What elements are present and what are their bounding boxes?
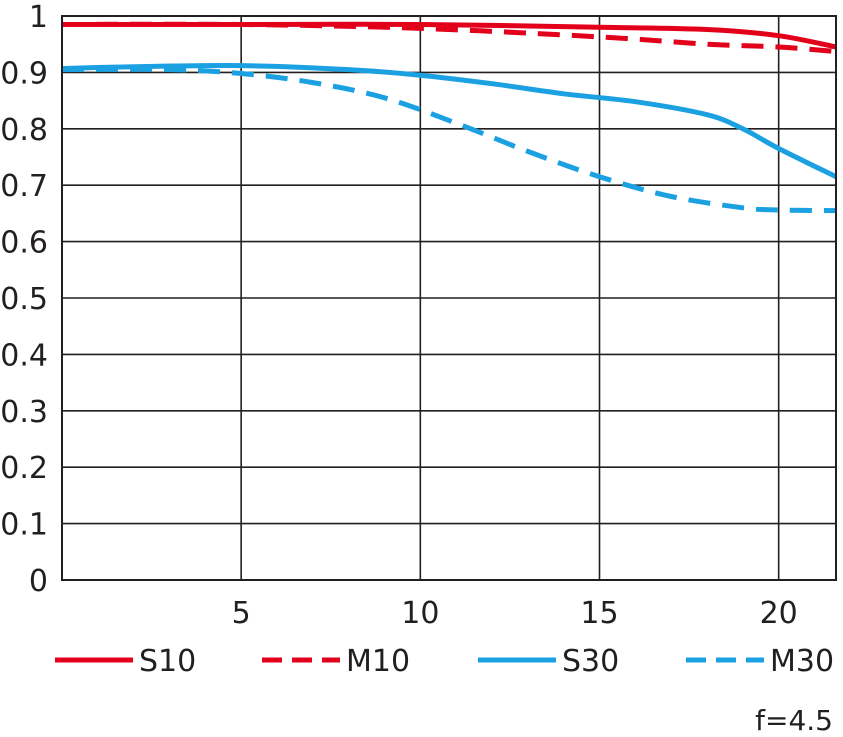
x-tick-labels: 5 10 15 20 <box>232 596 798 631</box>
legend-label-s30: S30 <box>562 644 619 679</box>
legend-label-m10: M10 <box>346 644 410 679</box>
legend-label-s10: S10 <box>139 644 196 679</box>
x-tick-label: 15 <box>580 596 618 631</box>
y-tick-label: 0.7 <box>0 169 48 204</box>
y-tick-label: 0.2 <box>0 451 48 486</box>
series-line-m10 <box>61 21 837 54</box>
y-tick-label: 0.1 <box>0 508 48 543</box>
aperture-annotation: f=4.5 <box>755 704 833 737</box>
y-tick-label: 0.8 <box>0 113 48 148</box>
x-tick-label: 5 <box>232 596 251 631</box>
series-line-s30 <box>61 63 838 179</box>
y-tick-label: 0.4 <box>0 338 48 373</box>
legend: S10 M10 S30 M30 <box>55 644 834 679</box>
series-line-m30 <box>61 66 837 214</box>
grid-lines <box>62 15 836 581</box>
plot-frame <box>61 15 837 581</box>
y-tick-label: 0.3 <box>0 395 48 430</box>
y-tick-labels: 0 0.1 0.2 0.3 0.4 0.5 0.6 0.7 0.8 0.9 1 <box>0 0 48 599</box>
x-tick-label: 20 <box>760 596 798 631</box>
legend-label-m30: M30 <box>770 644 834 679</box>
y-tick-label: 0.9 <box>0 56 48 91</box>
y-tick-label: 1 <box>29 0 48 35</box>
y-tick-label: 0.6 <box>0 226 48 261</box>
y-tick-label: 0 <box>29 564 48 599</box>
series-lines <box>61 21 838 214</box>
x-tick-label: 10 <box>401 596 439 631</box>
y-tick-label: 0.5 <box>0 282 48 317</box>
series-line-s10 <box>62 21 837 50</box>
